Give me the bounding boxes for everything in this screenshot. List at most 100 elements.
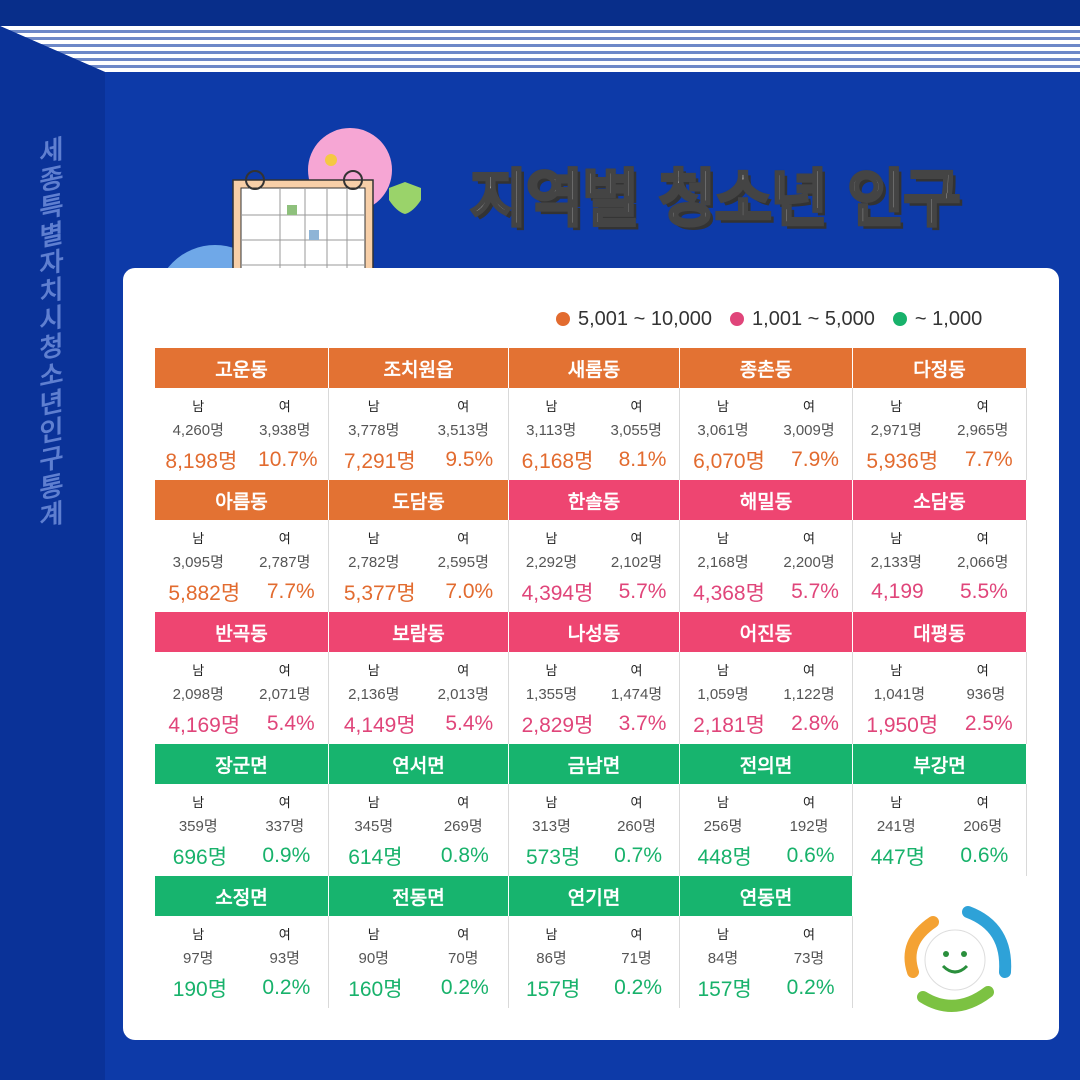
- female-label: 여: [630, 664, 643, 679]
- area-totals: 4,169명 5.4%: [155, 708, 328, 740]
- area-totals: 573명 0.7%: [509, 840, 679, 872]
- area-name: 연기면: [509, 876, 680, 916]
- male-count: 256명: [703, 817, 743, 835]
- area-name: 나성동: [509, 612, 680, 652]
- female-label: 여: [457, 928, 470, 943]
- gender-counts: 359명 337명: [155, 810, 328, 840]
- total-count: 8,198명: [165, 450, 238, 473]
- male-count: 97명: [183, 949, 214, 967]
- area-totals: 160명 0.2%: [329, 972, 508, 1004]
- male-count: 90명: [358, 949, 390, 967]
- percentage: 7.7%: [964, 448, 1013, 471]
- male-count: 313명: [532, 817, 571, 835]
- table-header-row: 소정면 전동면 연기면 연동면: [155, 876, 1027, 916]
- total-count: 4,199: [871, 580, 924, 603]
- gender-counts: 2,133명 2,066명: [853, 546, 1026, 576]
- female-label: 여: [278, 400, 291, 415]
- female-count: 2,787명: [259, 553, 311, 571]
- total-count: 573명: [525, 846, 581, 869]
- percentage: 0.2%: [440, 976, 489, 999]
- percentage: 8.1%: [618, 448, 667, 471]
- area-cell: 남 여 2,168명 2,200명 4,368명 5.7%: [680, 520, 853, 612]
- female-count: 206명: [963, 817, 1003, 835]
- area-totals: 4,394명 5.7%: [509, 576, 679, 608]
- area-totals: 5,377명 7.0%: [329, 576, 508, 608]
- female-label: 여: [278, 532, 291, 547]
- pink-dot-icon: [730, 312, 745, 326]
- male-count: 2,168명: [697, 553, 749, 571]
- female-label: 여: [803, 400, 815, 415]
- area-name: 어진동: [680, 612, 853, 652]
- area-name: 전동면: [329, 876, 509, 916]
- area-totals: 157명 0.2%: [680, 972, 852, 1004]
- area-name: 대평동: [853, 612, 1027, 652]
- male-count: 3,095명: [172, 553, 224, 571]
- area-cell: 남 여 97명 93명 190명 0.2%: [155, 916, 329, 1008]
- table-header-row: 장군면 연서면 금남면 전의면 부강면: [155, 744, 1027, 784]
- youth-logo-icon: [904, 906, 1012, 1012]
- male-count: 2,971명: [870, 421, 922, 439]
- male-count: 2,098명: [172, 685, 224, 703]
- male-count: 2,292명: [525, 553, 578, 571]
- male-label: 남: [545, 532, 558, 547]
- table-header-row: 반곡동 보람동 나성동 어진동 대평동: [155, 612, 1027, 652]
- percentage: 5.4%: [445, 712, 494, 735]
- area-name: 연서면: [329, 744, 509, 784]
- area-cell: 남 여 2,133명 2,066명 4,199 5.5%: [853, 520, 1027, 612]
- female-count: 2,595명: [437, 553, 489, 571]
- area-totals: 2,829명 3.7%: [509, 708, 679, 740]
- gender-counts: 256명 192명: [680, 810, 852, 840]
- total-count: 5,377명: [343, 582, 416, 605]
- male-count: 2,133명: [870, 553, 922, 571]
- male-label: 남: [192, 796, 205, 811]
- total-count: 160명: [348, 978, 403, 1001]
- male-label: 남: [717, 664, 729, 679]
- legend-item-low: ~ 1,000: [892, 308, 982, 331]
- female-count: 1,474명: [610, 685, 663, 703]
- orange-dot-icon: [556, 312, 570, 326]
- percentage: 0.7%: [614, 844, 663, 867]
- total-count: 696명: [172, 846, 228, 869]
- female-count: 192명: [789, 817, 829, 835]
- male-label: 남: [367, 664, 380, 679]
- total-count: 5,882명: [168, 582, 241, 605]
- male-count: 345명: [354, 817, 394, 835]
- area-cell: 남 여 1,041명 936명 1,950명 2.5%: [853, 652, 1027, 744]
- male-label: 남: [717, 928, 729, 943]
- gender-counts: 90명 70명: [329, 942, 508, 972]
- legend: 5,001 ~ 10,000 1,001 ~ 5,000 ~ 1,000: [556, 305, 994, 333]
- percentage: 2.8%: [791, 712, 839, 735]
- gender-counts: 84명 73명: [680, 942, 852, 972]
- area-totals: 190명 0.2%: [155, 972, 328, 1004]
- female-label: 여: [976, 400, 989, 415]
- total-count: 4,169명: [168, 714, 241, 737]
- percentage: 0.9%: [262, 844, 311, 867]
- table-row: 남 여 2,098명 2,071명 4,169명 5.4% 남 여 2,136명 2,013명 4,…: [155, 652, 1027, 744]
- male-count: 1,041명: [873, 685, 926, 703]
- percentage: 0.2%: [262, 976, 311, 999]
- area-totals: 1,950명 2.5%: [853, 708, 1026, 740]
- female-label: 여: [630, 400, 643, 415]
- male-label: 남: [367, 532, 380, 547]
- area-name: 고운동: [155, 348, 329, 388]
- table-row: 남 여 3,095명 2,787명 5,882명 7.7% 남 여 2,782명 2,595명 5,…: [155, 520, 1027, 612]
- percentage: 3.7%: [618, 712, 667, 735]
- gender-counts: 2,168명 2,200명: [680, 546, 852, 576]
- area-totals: 696명 0.9%: [155, 840, 328, 872]
- female-count: 337명: [265, 817, 305, 835]
- area-name: 소담동: [853, 480, 1027, 520]
- female-count: 73명: [793, 949, 825, 967]
- area-name: 조치원읍: [329, 348, 509, 388]
- female-count: 71명: [621, 949, 652, 967]
- gender-counts: 1,355명 1,474명: [509, 678, 679, 708]
